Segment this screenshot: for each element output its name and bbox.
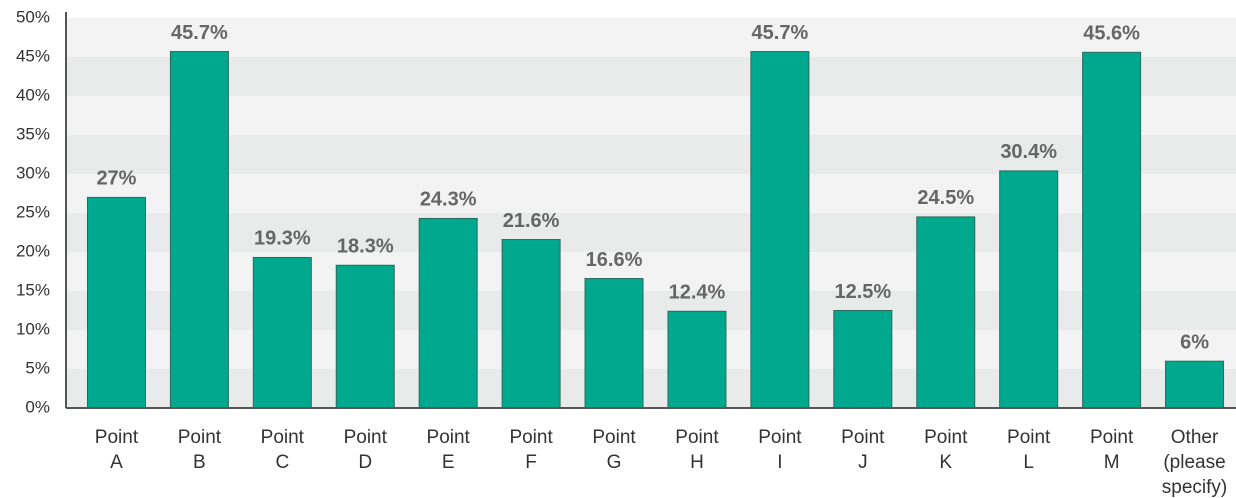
bar	[501, 239, 561, 409]
value-label: 45.7%	[171, 22, 228, 44]
y-tick-label: 20%	[16, 241, 50, 260]
x-tick-label: Point F	[509, 427, 553, 473]
bar	[584, 278, 644, 409]
grid-band	[66, 330, 1236, 369]
x-tick-label: Point J	[841, 427, 885, 473]
x-tick-label: Point D	[344, 427, 388, 473]
x-tick-label: Point I	[758, 427, 802, 473]
x-tick-label: Point M	[1090, 427, 1134, 473]
x-tick-label: Point G	[592, 427, 636, 473]
grid-band	[66, 96, 1236, 135]
grid-band	[66, 291, 1236, 330]
bar	[1165, 360, 1225, 409]
grid-band	[66, 252, 1236, 291]
bar	[86, 196, 146, 409]
value-label: 12.5%	[834, 281, 891, 303]
value-label: 19.3%	[254, 228, 311, 250]
value-label: 24.3%	[420, 189, 477, 211]
value-label: 21.6%	[503, 210, 560, 232]
bar	[418, 217, 478, 409]
bar	[252, 256, 312, 409]
y-tick-label: 15%	[16, 280, 50, 299]
grid-band	[66, 135, 1236, 174]
value-label: 27%	[96, 168, 136, 190]
bar	[916, 216, 976, 409]
y-tick-label: 5%	[25, 358, 50, 377]
x-tick-label: Point E	[427, 427, 471, 473]
y-tick-label: 40%	[16, 85, 50, 104]
y-tick-label: 35%	[16, 124, 50, 143]
value-label: 30.4%	[1000, 141, 1057, 163]
x-tick-label: Point H	[675, 427, 719, 473]
y-tick-label: 45%	[16, 46, 50, 65]
value-label: 45.7%	[752, 22, 809, 44]
value-label: 24.5%	[917, 187, 974, 209]
value-label: 12.4%	[669, 282, 726, 304]
y-tick-label: 30%	[16, 163, 50, 182]
grid-band	[66, 174, 1236, 213]
bar	[667, 310, 727, 409]
x-tick-label: Point B	[178, 427, 222, 473]
bar	[1082, 51, 1142, 409]
bar	[999, 170, 1059, 409]
bar	[833, 310, 893, 409]
bar	[750, 51, 810, 409]
value-label: 18.3%	[337, 236, 394, 258]
grid-band	[66, 57, 1236, 96]
value-label: 45.6%	[1083, 23, 1140, 45]
value-label: 16.6%	[586, 249, 643, 271]
bar	[169, 51, 229, 409]
grid-band	[66, 369, 1236, 408]
x-tick-label: Point C	[261, 427, 305, 473]
y-tick-label: 50%	[16, 7, 50, 26]
y-tick-label: 0%	[25, 397, 50, 416]
grid-band	[66, 18, 1236, 57]
x-tick-label: Point L	[1007, 427, 1051, 473]
y-tick-label: 10%	[16, 319, 50, 338]
grid-band	[66, 213, 1236, 252]
y-tick-label: 25%	[16, 202, 50, 221]
value-label: 6%	[1180, 331, 1209, 353]
bar	[335, 264, 395, 409]
x-tick-label: Point K	[924, 427, 968, 473]
x-tick-label: Point A	[95, 427, 139, 473]
x-tick-label: Other (please specify)	[1162, 427, 1227, 498]
